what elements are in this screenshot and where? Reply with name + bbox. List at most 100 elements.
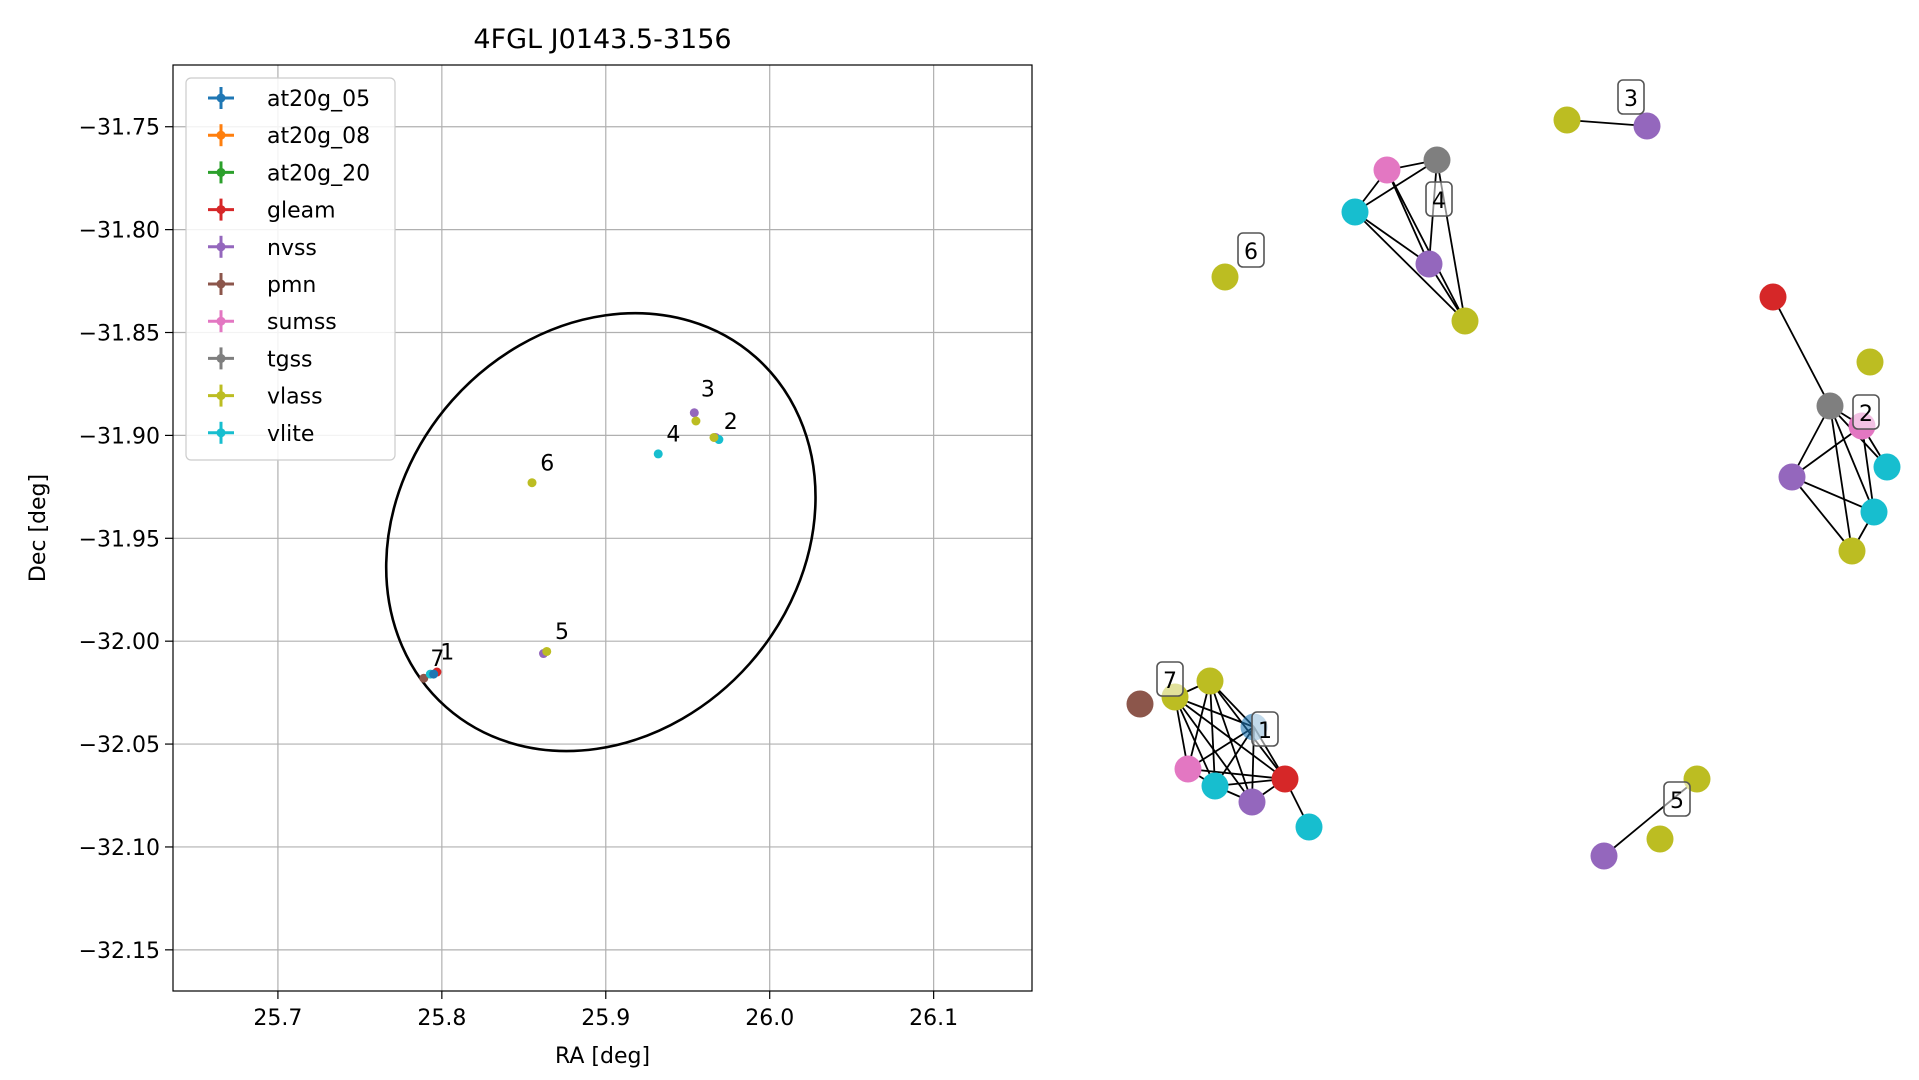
network-graph: 1 7 2 3 4 5 6	[1126, 79, 1901, 870]
network-edge	[1829, 405, 1875, 513]
network-node-vlass	[1856, 348, 1884, 376]
legend-entry-at20g_08: at20g_08	[208, 124, 370, 149]
network-edges	[1174, 119, 1888, 857]
cluster-label-text: 2	[1859, 402, 1873, 427]
network-node-vlite	[1873, 453, 1901, 481]
network-edge	[1791, 476, 1875, 513]
y-tick-label: −32.10	[79, 836, 160, 861]
network-cluster-label: 6	[1237, 232, 1265, 268]
legend-label: at20g_20	[267, 161, 370, 186]
network-node-tgss	[1816, 392, 1844, 420]
data-points-layer	[419, 408, 724, 683]
network-node-nvss	[1778, 463, 1806, 491]
network-nodes	[1126, 106, 1901, 870]
legend-label: vlite	[267, 422, 314, 447]
network-edge	[1354, 159, 1438, 213]
legend-label: gleam	[267, 199, 336, 224]
network-node-nvss	[1238, 788, 1266, 816]
legend-label: pmn	[267, 273, 316, 298]
legend-box	[185, 77, 396, 461]
network-edge	[1187, 680, 1211, 770]
network-node-nvss	[1415, 250, 1443, 278]
data-point-vlass	[542, 646, 552, 656]
point-cluster-label: 7	[430, 647, 444, 672]
network-edge	[1386, 169, 1466, 322]
y-tick-label: −32.05	[79, 733, 160, 758]
cluster-label-box	[1425, 181, 1453, 217]
error-ellipse-layer	[384, 311, 817, 753]
cluster-label-box	[1251, 711, 1279, 747]
cluster-label-box	[1852, 394, 1880, 430]
legend-marker	[216, 167, 226, 177]
network-node-vlass	[1838, 537, 1866, 565]
legend-marker	[216, 130, 226, 140]
legend-marker	[216, 242, 226, 252]
network-node-pmn	[1126, 690, 1154, 718]
point-cluster-label: 5	[555, 620, 569, 645]
network-node-vlass	[1646, 825, 1674, 853]
point-cluster-label: 3	[701, 377, 715, 402]
network-node-gleam	[1759, 283, 1787, 311]
legend-entry-tgss: tgss	[208, 347, 313, 372]
network-node-nvss	[1590, 842, 1618, 870]
network-cluster-label: 3	[1617, 79, 1645, 115]
legend-entry-gleam: gleam	[208, 198, 336, 224]
network-cluster-label: 2	[1852, 394, 1880, 430]
legend-entry-nvss: nvss	[208, 235, 317, 261]
network-node-vlass	[1196, 667, 1224, 695]
legend-entry-at20g_05: at20g_05	[208, 87, 370, 112]
network-edge	[1791, 425, 1863, 478]
network-node-sumss	[1174, 755, 1202, 783]
legend-marker	[216, 316, 226, 326]
legend-label: nvss	[267, 236, 317, 261]
legend-marker	[216, 428, 226, 438]
x-tick-label: 26.0	[745, 1006, 794, 1031]
y-tick-label: −31.95	[79, 527, 160, 552]
axes-frame	[172, 64, 1033, 992]
cluster-label-text: 7	[1163, 669, 1177, 694]
network-node-vlite	[1295, 813, 1323, 841]
legend-label: tgss	[267, 347, 313, 372]
point-cluster-label: 1	[440, 641, 454, 666]
network-edge	[1386, 169, 1430, 265]
x-tick-label: 25.8	[417, 1006, 466, 1031]
error-ellipse	[384, 311, 817, 753]
network-cluster-label: 4	[1425, 181, 1453, 217]
network-node-vlass	[1211, 263, 1239, 291]
network-node-nvss	[1633, 112, 1661, 140]
scatter-axes: 17 5 6 34 2 25.7 25.8 25.9 26.0 26.1 −31.75 −31.80…	[26, 24, 1033, 1069]
x-tick-label: 26.1	[909, 1006, 958, 1031]
legend-entry-vlass: vlass	[208, 384, 323, 410]
legend-label: at20g_08	[267, 124, 370, 149]
network-node-sumss	[1373, 156, 1401, 184]
network-edge	[1354, 211, 1430, 265]
network-edge	[1772, 296, 1831, 407]
cluster-label-box	[1663, 781, 1691, 817]
network-edge	[1829, 405, 1853, 552]
network-cluster-label: 7	[1156, 661, 1184, 697]
data-point-vlass	[691, 416, 701, 426]
network-edge	[1791, 476, 1853, 552]
y-axis-label: Dec [deg]	[26, 474, 51, 582]
legend-label: sumss	[267, 310, 337, 335]
cluster-labels-layer: 17 5 6 34 2	[430, 377, 737, 672]
legend-entry-pmn: pmn	[208, 273, 316, 298]
cluster-label-text: 5	[1670, 789, 1684, 814]
point-cluster-label: 6	[540, 451, 554, 476]
point-cluster-label: 4	[666, 423, 680, 448]
y-tick-label: −31.75	[79, 116, 160, 141]
legend-marker	[216, 391, 226, 401]
data-point-vlite	[653, 449, 663, 459]
legend-entry-at20g_20: at20g_20	[208, 161, 370, 186]
legend-entry-sumss: sumss	[208, 310, 337, 335]
network-node-vlite	[1341, 198, 1369, 226]
network-edge	[1187, 768, 1286, 780]
network-cluster-labels: 1 7 2 3 4 5 6	[1156, 79, 1880, 817]
legend-marker	[216, 93, 226, 103]
x-tick-label: 25.7	[253, 1006, 302, 1031]
y-tick-label: −32.15	[79, 939, 160, 964]
network-node-tgss	[1423, 146, 1451, 174]
y-tick-label: −31.80	[79, 219, 160, 244]
legend-marker	[216, 279, 226, 289]
